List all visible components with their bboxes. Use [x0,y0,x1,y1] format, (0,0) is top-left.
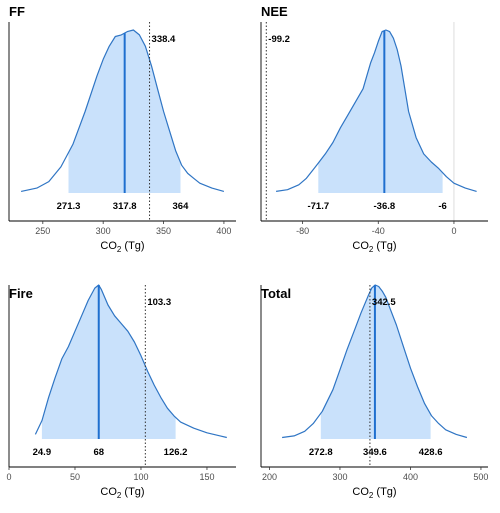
x-tick-label: 250 [35,226,50,236]
median-label: -36.8 [374,201,396,212]
x-axis-title: CO2 (Tg) [100,486,144,500]
panel-title: Total [261,286,291,301]
median-label: 349.6 [363,447,387,458]
density-curve [34,284,227,439]
panel-fire: Fire 103.3 24.9 68 126.2 0 50 100 150 CO2 (Tg) [6,284,236,500]
density-curve [276,29,477,192]
panel-title: FF [9,4,25,19]
x-tick-label: 300 [96,226,111,236]
x-axis-title: CO2 (Tg) [100,240,144,254]
reference-label: -99.2 [268,34,290,45]
lower-bound-label: 24.9 [33,447,52,458]
reference-label: 103.3 [147,297,171,308]
median-label: 68 [93,447,104,458]
x-tick-label: -80 [296,226,309,236]
x-axis-title: CO2 (Tg) [352,486,396,500]
density-curve [282,284,468,439]
x-tick-label: 300 [332,472,347,482]
upper-bound-label: 428.6 [419,447,443,458]
credible-interval-area [318,30,443,193]
x-tick-label: 400 [403,472,418,482]
panel-nee: NEE -99.2 -71.7 -36.8 -6 -80 -40 0 CO2 (Tg) [260,4,488,254]
median-label: 317.8 [113,201,137,212]
upper-bound-label: 364 [173,201,190,212]
panel-total: Total 342.5 272.8 349.6 428.6 200 300 400 500 CO2… [260,284,488,500]
x-tick-label: 100 [133,472,148,482]
panel-title: Fire [9,286,33,301]
lower-bound-label: -71.7 [307,201,329,212]
credible-interval-area [41,285,176,439]
upper-bound-label: 126.2 [164,447,188,458]
reference-label: 338.4 [152,34,176,45]
x-tick-label: -40 [372,226,385,236]
upper-bound-label: -6 [438,201,446,212]
x-tick-label: 50 [70,472,80,482]
x-tick-label: 150 [199,472,214,482]
x-tick-label: 500 [473,472,488,482]
density-curve [20,29,225,192]
x-tick-label: 0 [451,226,456,236]
x-tick-label: 350 [156,226,171,236]
panel-ff: FF 338.4 271.3 317.8 364 250 300 350 400 CO2 (Tg) [8,4,236,254]
x-tick-label: 200 [262,472,277,482]
x-axis-title: CO2 (Tg) [352,240,396,254]
lower-bound-label: 272.8 [309,447,333,458]
panel-title: NEE [261,4,288,19]
lower-bound-label: 271.3 [57,201,81,212]
x-tick-label: 0 [6,472,11,482]
x-tick-label: 400 [216,226,231,236]
reference-label: 342.5 [372,297,396,308]
